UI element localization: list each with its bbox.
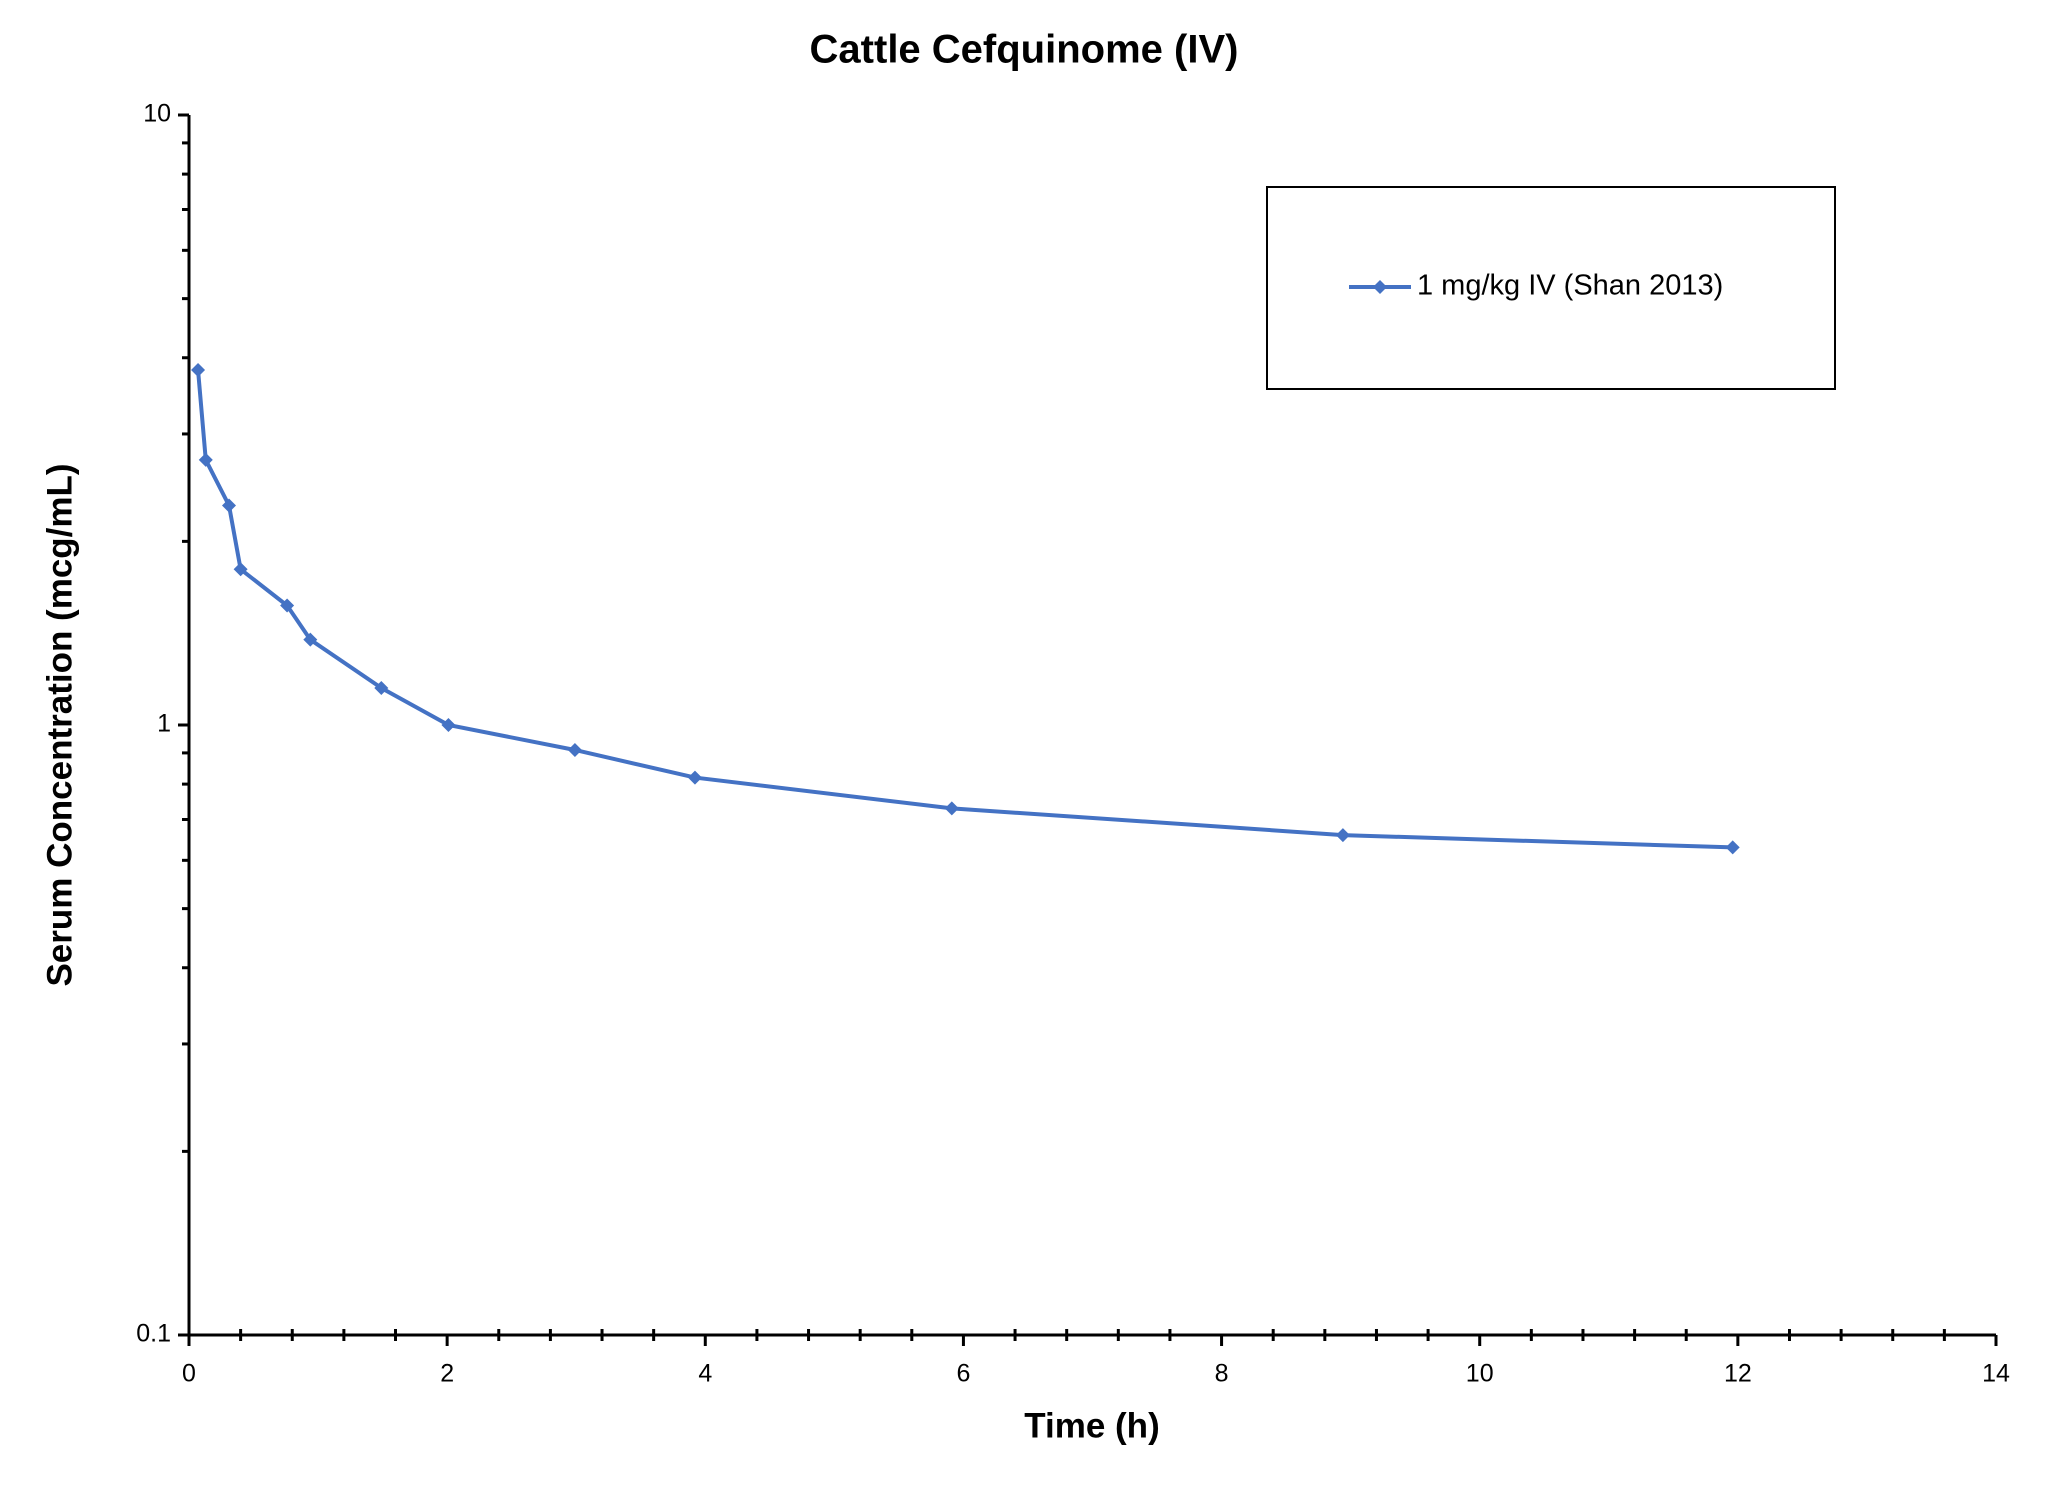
series-line [196,369,1733,850]
y-tick-label: 0.1 [136,1320,171,1348]
data-point [441,718,456,732]
x-tick-label: 0 [182,1360,196,1388]
data-point [280,598,295,613]
x-tick-label: 12 [1724,1360,1752,1388]
y-tick-label: 1 [157,710,171,738]
data-point [567,742,582,757]
data-point [1335,828,1350,843]
x-tick-label: 4 [698,1360,712,1388]
x-tick-label: 14 [1982,1360,2010,1388]
x-tick-label: 8 [1215,1360,1229,1388]
data-point [687,770,702,785]
data-point [1725,840,1740,855]
data-point [198,452,213,467]
legend-marker [1373,280,1387,294]
x-tick-label: 2 [440,1360,454,1388]
chart-title: Cattle Cefquinome (IV) [810,28,1239,72]
legend-label: 1 mg/kg IV (Shan 2013) [1417,270,1723,302]
x-tick-label: 10 [1466,1360,1494,1388]
data-point [303,632,318,647]
y-axis-label: Serum Concentration (mcg/mL) [40,463,79,986]
data-point [944,801,959,816]
data-point [191,362,206,377]
data-point [233,562,248,577]
data-point [222,498,237,513]
x-tick-label: 6 [956,1360,970,1388]
data-point [374,680,389,695]
x-axis-label: Time (h) [1024,1406,1159,1445]
y-tick-label: 10 [143,100,171,128]
